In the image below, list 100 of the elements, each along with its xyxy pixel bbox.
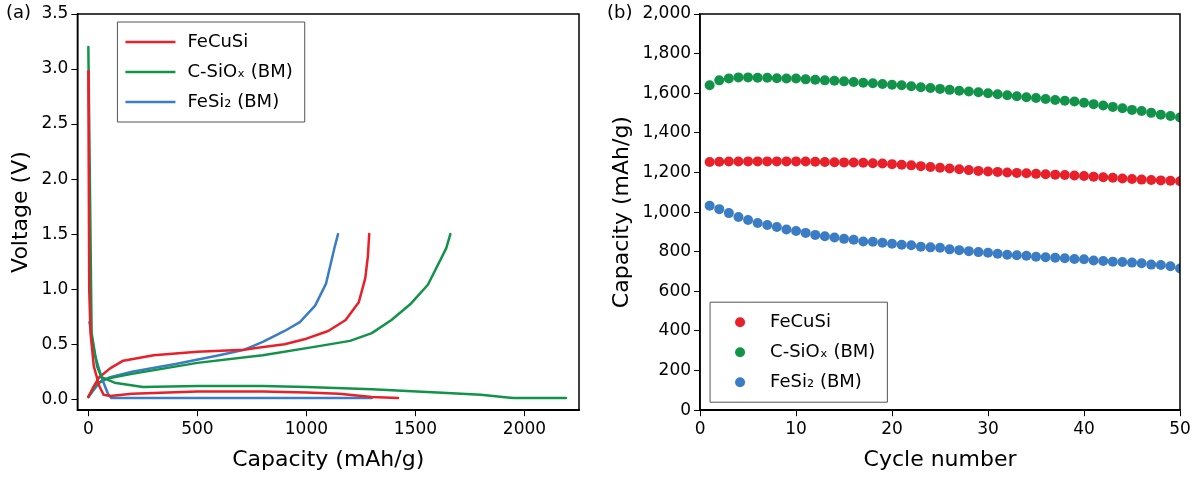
y-tick-label: 3.0: [41, 57, 69, 78]
point: [1069, 254, 1080, 265]
point: [1098, 100, 1109, 111]
point: [973, 87, 984, 98]
point: [829, 232, 840, 243]
point: [714, 75, 725, 86]
point: [810, 74, 821, 85]
point: [848, 157, 859, 168]
chart-title: (b): [607, 0, 633, 22]
point: [791, 156, 802, 167]
point: [839, 233, 850, 244]
point: [915, 241, 926, 252]
point: [1088, 171, 1099, 182]
point: [1088, 255, 1099, 266]
y-axis-title: Capacity (mAh/g): [607, 116, 633, 309]
point: [935, 242, 946, 253]
point: [1098, 172, 1109, 183]
x-tick-label: 0: [694, 417, 706, 438]
y-tick-label: 600: [658, 279, 692, 300]
point: [1079, 254, 1090, 265]
y-tick-label: 1,800: [642, 42, 692, 63]
point: [1050, 169, 1061, 180]
point: [1127, 174, 1138, 185]
x-tick-label: 2000: [502, 417, 547, 438]
point: [1031, 168, 1042, 179]
x-tick-label: 500: [181, 417, 214, 438]
point: [1165, 175, 1176, 186]
point: [877, 78, 888, 89]
point: [887, 79, 898, 90]
point: [733, 212, 744, 223]
point: [906, 81, 917, 92]
point: [1031, 251, 1042, 262]
y-tick-label: 0.5: [41, 332, 69, 353]
x-tick-label: 1000: [284, 417, 329, 438]
point: [1117, 103, 1128, 114]
point: [1050, 252, 1061, 263]
y-tick-label: 1,200: [642, 160, 692, 181]
point: [839, 76, 850, 87]
point: [704, 156, 715, 167]
point: [1117, 257, 1128, 268]
y-tick-label: 3.5: [41, 2, 69, 23]
point: [973, 165, 984, 176]
point: [944, 163, 955, 174]
x-axis-title: Cycle number: [863, 445, 1018, 471]
y-tick-label: 0.0: [41, 387, 69, 408]
point: [1059, 95, 1070, 106]
point: [915, 161, 926, 172]
point: [887, 159, 898, 170]
x-tick-label: 10: [785, 417, 807, 438]
point: [762, 219, 773, 230]
legend-label: FeCuSi: [770, 309, 831, 331]
y-tick-label: 400: [658, 319, 692, 340]
point: [781, 156, 792, 167]
point: [714, 156, 725, 167]
point: [1155, 259, 1166, 270]
point: [906, 240, 917, 251]
y-tick-label: 200: [658, 359, 692, 379]
point: [1146, 259, 1157, 270]
point: [963, 246, 974, 257]
point: [1021, 92, 1032, 103]
y-axis-title: Voltage (V): [6, 151, 32, 273]
point: [762, 72, 773, 83]
point: [1136, 258, 1147, 269]
point: [983, 247, 994, 258]
point: [781, 224, 792, 235]
point: [1031, 92, 1042, 103]
point: [1098, 256, 1109, 267]
point: [1165, 261, 1176, 272]
point: [743, 215, 754, 226]
point: [992, 166, 1003, 177]
point: [752, 156, 763, 167]
point: [743, 156, 754, 167]
y-tick-label: 0: [680, 398, 692, 419]
point: [1059, 170, 1070, 181]
y-tick-label: 800: [658, 240, 692, 261]
point: [1107, 172, 1118, 183]
point: [1011, 91, 1022, 102]
y-tick-label: 1,600: [642, 81, 692, 102]
point: [1127, 104, 1138, 115]
y-tick-label: 2.5: [41, 112, 69, 133]
point: [1146, 107, 1157, 118]
y-tick-label: 2.0: [41, 167, 69, 188]
point: [973, 247, 984, 258]
point: [1040, 93, 1051, 104]
point: [867, 158, 878, 169]
point: [819, 231, 830, 242]
point: [944, 244, 955, 255]
point: [829, 157, 840, 168]
point: [983, 88, 994, 99]
point: [848, 234, 859, 245]
point: [963, 165, 974, 176]
point: [810, 156, 821, 167]
point: [1002, 167, 1013, 178]
point: [781, 73, 792, 84]
legend-label: C-SiOₓ (BM): [770, 339, 876, 361]
point: [1146, 175, 1157, 186]
point: [752, 72, 763, 83]
point: [1040, 169, 1051, 180]
point: [1050, 94, 1061, 105]
x-axis-title: Capacity (mAh/g): [232, 445, 425, 471]
